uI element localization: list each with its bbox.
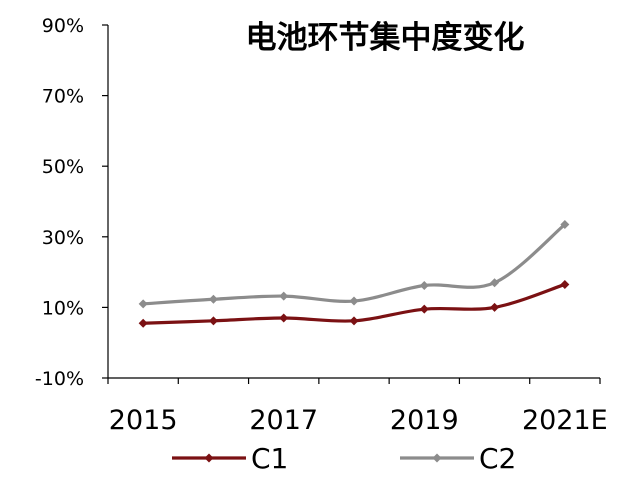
legend-item-c2: C2: [400, 442, 516, 475]
chart-title: 电池环节集中度变化: [246, 20, 525, 56]
y-tick-label: -10%: [35, 368, 84, 390]
y-tick-label: 30%: [42, 227, 84, 249]
x-tick-label: 2017: [249, 405, 318, 436]
axes: -10% 10% 30% 50% 70% 90% 2015 2017 2019 2021E: [35, 15, 608, 436]
legend-label: C1: [251, 442, 288, 475]
data-point-c2: [349, 296, 359, 306]
x-tick-label: 2021E: [522, 405, 608, 436]
data-point-c2: [279, 291, 289, 301]
data-point-c2: [560, 219, 570, 229]
y-tick-label: 90%: [42, 15, 84, 37]
x-tick-label: 2015: [109, 405, 178, 436]
series-c1: [138, 279, 570, 328]
series-c2: [138, 219, 570, 309]
series-line-c2: [143, 223, 566, 306]
legend-item-c1: C1: [172, 442, 288, 475]
x-tick-label: 2019: [390, 405, 459, 436]
y-tick-label: 50%: [42, 156, 84, 178]
legend-label: C2: [479, 442, 516, 475]
data-point-c1: [208, 316, 218, 326]
data-point-c1: [419, 304, 429, 314]
series-layer: [138, 219, 570, 328]
y-tick-label: 10%: [42, 297, 84, 319]
data-point-c1: [279, 313, 289, 323]
data-point-c2: [419, 281, 429, 291]
legend-swatch-marker: [432, 453, 442, 463]
y-tick-label: 70%: [42, 86, 84, 108]
data-point-c1: [138, 318, 148, 328]
legend: C1 C2: [172, 442, 516, 475]
data-point-c1: [349, 316, 359, 326]
data-point-c2: [138, 299, 148, 309]
data-point-c1: [560, 279, 570, 289]
data-point-c2: [208, 294, 218, 304]
legend-swatch-marker: [204, 453, 214, 463]
data-point-c2: [490, 278, 500, 288]
data-point-c1: [490, 302, 500, 312]
